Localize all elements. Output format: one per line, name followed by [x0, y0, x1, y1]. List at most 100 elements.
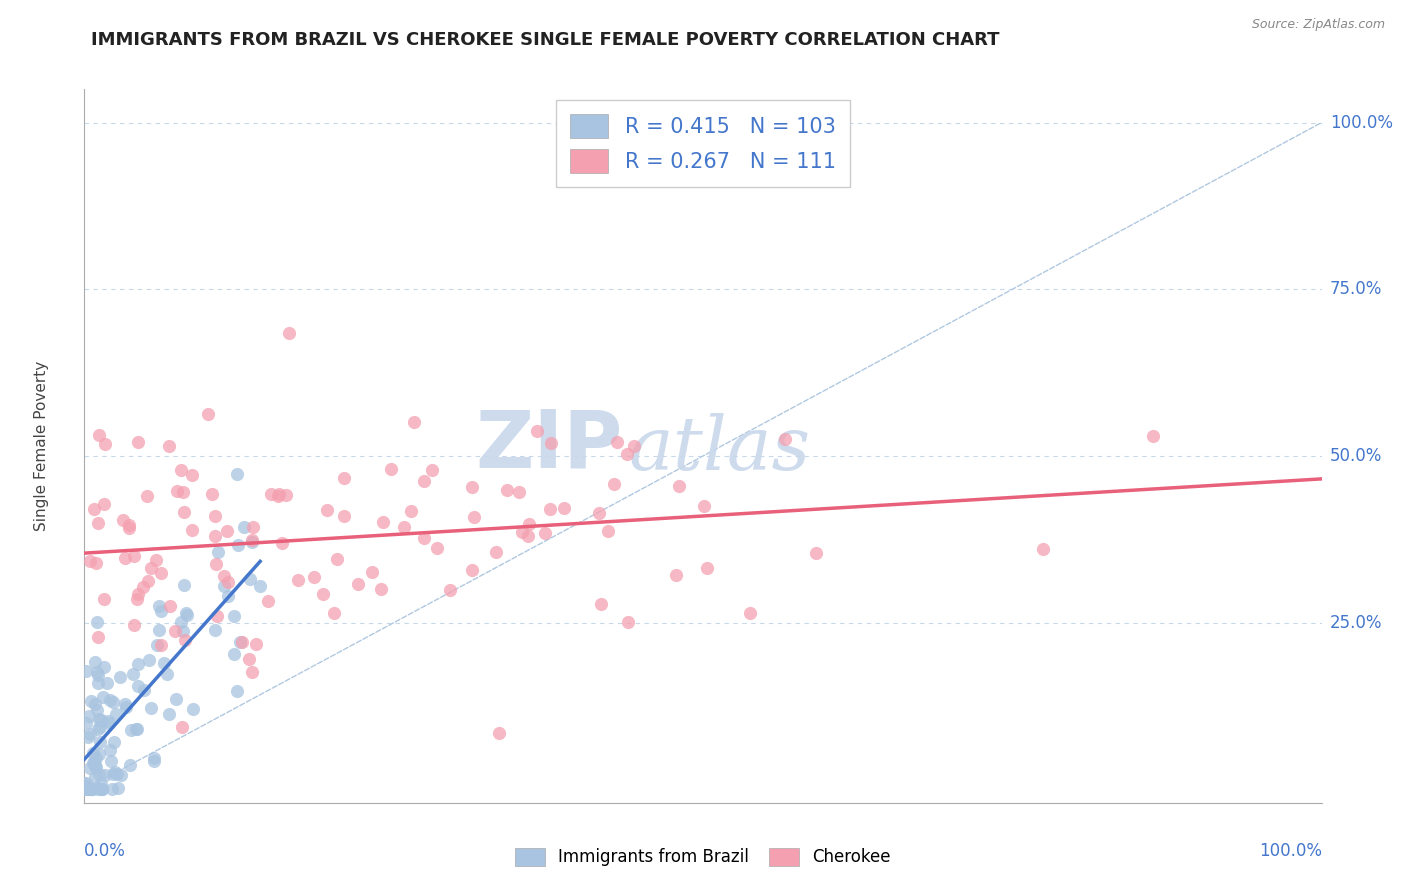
Point — [239, 573, 262, 587]
Point — [222, 647, 245, 661]
Point — [139, 701, 162, 715]
Point — [90, 782, 112, 797]
Point — [214, 578, 236, 592]
Point — [98, 743, 121, 757]
Point — [204, 623, 226, 637]
Point — [90, 714, 112, 728]
Point — [1142, 429, 1164, 443]
Point — [103, 735, 125, 749]
Point — [773, 432, 796, 446]
Point — [371, 515, 394, 529]
Point — [413, 475, 436, 489]
Point — [589, 598, 612, 612]
Point — [229, 635, 252, 649]
Point — [170, 615, 193, 629]
Point — [105, 766, 128, 780]
Point — [166, 483, 188, 498]
Point — [616, 447, 638, 461]
Point — [173, 632, 195, 647]
Point — [132, 580, 155, 594]
Point — [148, 623, 170, 637]
Point — [461, 480, 484, 494]
Point — [426, 541, 449, 556]
Point — [804, 546, 827, 560]
Point — [93, 592, 115, 607]
Point — [233, 520, 256, 534]
Point — [172, 485, 194, 500]
Text: 75.0%: 75.0% — [1330, 280, 1382, 298]
Point — [439, 583, 461, 598]
Point — [153, 657, 176, 671]
Point — [598, 524, 620, 538]
Point — [333, 509, 356, 524]
Point — [120, 757, 142, 772]
Point — [139, 560, 162, 574]
Point — [231, 635, 253, 649]
Point — [79, 782, 101, 797]
Point — [463, 509, 485, 524]
Point — [114, 550, 136, 565]
Text: atlas: atlas — [628, 413, 811, 486]
Point — [304, 570, 326, 584]
Point — [101, 782, 124, 797]
Point — [86, 665, 108, 679]
Point — [145, 553, 167, 567]
Text: 50.0%: 50.0% — [1330, 447, 1382, 465]
Point — [738, 606, 761, 620]
Point — [534, 526, 557, 541]
Point — [159, 599, 181, 613]
Point — [86, 631, 108, 645]
Point — [84, 760, 107, 774]
Point — [80, 782, 103, 797]
Point — [87, 675, 110, 690]
Point — [87, 747, 110, 761]
Point — [84, 751, 107, 765]
Point — [496, 483, 519, 497]
Point — [127, 680, 149, 694]
Point — [245, 637, 267, 651]
Point — [488, 725, 510, 739]
Point — [124, 618, 146, 632]
Point — [197, 407, 219, 421]
Point — [91, 690, 114, 705]
Point — [204, 529, 226, 543]
Point — [249, 579, 271, 593]
Point — [112, 513, 135, 527]
Point — [83, 655, 105, 669]
Text: ZIP: ZIP — [475, 407, 623, 485]
Point — [665, 568, 688, 582]
Point — [127, 434, 149, 449]
Point — [127, 586, 149, 600]
Point — [148, 599, 170, 613]
Point — [540, 436, 562, 450]
Text: 25.0%: 25.0% — [1330, 614, 1382, 632]
Point — [86, 703, 108, 717]
Point — [150, 604, 173, 618]
Point — [89, 766, 111, 780]
Point — [173, 578, 195, 592]
Point — [101, 767, 124, 781]
Point — [174, 606, 197, 620]
Point — [76, 730, 98, 744]
Point — [142, 751, 165, 765]
Point — [693, 499, 716, 513]
Point — [217, 524, 239, 538]
Point — [316, 503, 339, 517]
Point — [89, 720, 111, 734]
Point — [606, 434, 628, 449]
Point — [274, 487, 297, 501]
Text: Source: ZipAtlas.com: Source: ZipAtlas.com — [1251, 18, 1385, 31]
Point — [173, 505, 195, 519]
Point — [256, 594, 278, 608]
Point — [87, 668, 110, 682]
Point — [399, 503, 422, 517]
Point — [201, 487, 224, 501]
Point — [91, 782, 114, 797]
Point — [269, 487, 291, 501]
Point — [347, 577, 370, 591]
Point — [80, 693, 103, 707]
Point — [89, 734, 111, 748]
Point — [510, 524, 533, 539]
Point — [114, 697, 136, 711]
Point — [75, 664, 97, 678]
